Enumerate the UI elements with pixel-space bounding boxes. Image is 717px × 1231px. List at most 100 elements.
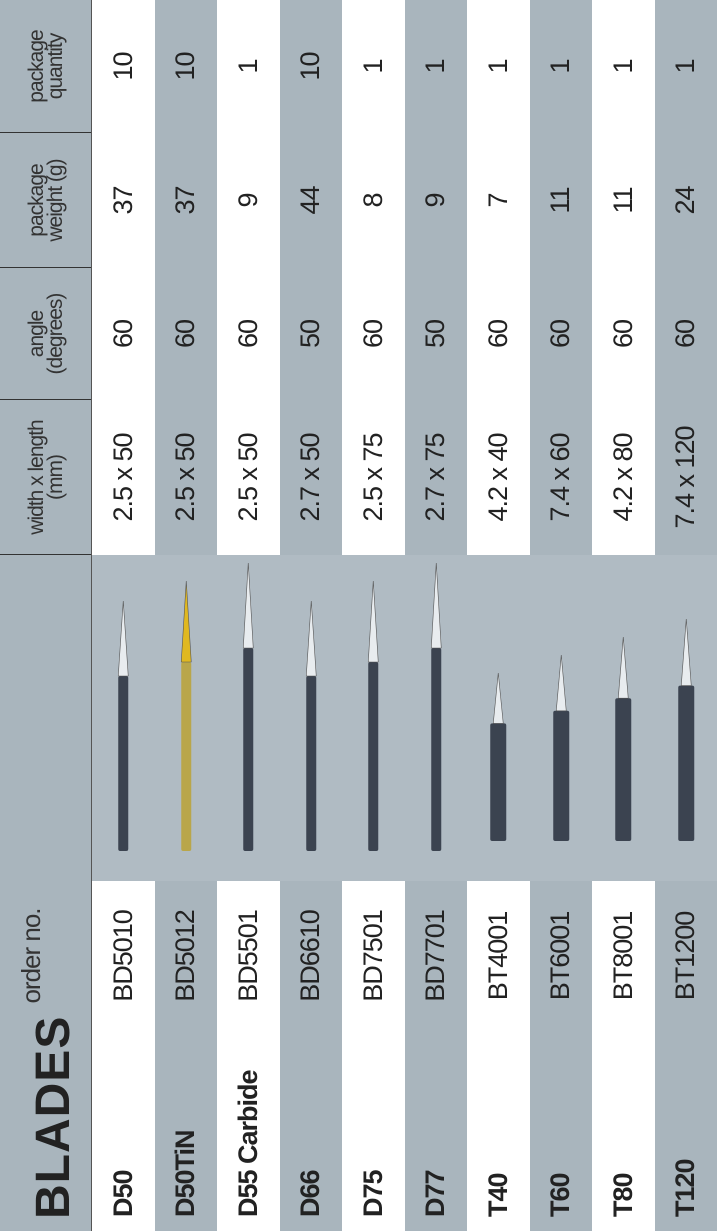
- table-cell: BT6001: [529, 881, 592, 1031]
- table-cell: BT4001: [467, 881, 530, 1031]
- table-cell: 1: [467, 0, 530, 133]
- blade-image: [279, 555, 342, 881]
- table-cell: 4.2 x 80: [592, 400, 655, 555]
- blade-part: [430, 562, 442, 649]
- blade-part: [118, 676, 129, 851]
- table-cell: 2.5 x 50: [92, 400, 155, 555]
- table-cell: 9: [217, 133, 280, 268]
- blade-image: [654, 555, 717, 881]
- blade-name: T60: [529, 1031, 592, 1231]
- table-cell: 44: [279, 133, 342, 268]
- blade-part: [367, 580, 379, 663]
- blade-part: [555, 654, 567, 712]
- table-cell: BD5010: [92, 881, 155, 1031]
- table-cell: BT1200: [654, 881, 717, 1031]
- blade-name: D55 Carbide: [217, 1031, 280, 1231]
- blade-image: [342, 555, 405, 881]
- column-header: angle (degrees): [0, 268, 92, 400]
- blade-part: [552, 710, 569, 841]
- table-cell: 4.2 x 40: [467, 400, 530, 555]
- table-cell: BD5012: [154, 881, 217, 1031]
- table-cell: BD7701: [404, 881, 467, 1031]
- header-line: (degrees): [44, 293, 67, 375]
- table-cell: 1: [342, 0, 405, 133]
- blade-image: [467, 555, 530, 881]
- divider: [0, 399, 92, 400]
- table-cell: 50: [404, 268, 467, 400]
- table-cell: 2.5 x 50: [154, 400, 217, 555]
- table-cell: 60: [342, 268, 405, 400]
- header-line: weight (g): [44, 159, 67, 242]
- table-cell: 60: [467, 268, 530, 400]
- table-cell: 9: [404, 133, 467, 268]
- table-cell: 60: [654, 268, 717, 400]
- column-header: order no.: [0, 881, 92, 1031]
- table-title: BLADES: [26, 1015, 80, 1219]
- divider: [0, 267, 92, 268]
- table-cell: 2.7 x 50: [279, 400, 342, 555]
- column-header: package weight (g): [0, 133, 92, 268]
- table-cell: 1: [654, 0, 717, 133]
- table-cell: 60: [92, 268, 155, 400]
- blade-image: [92, 555, 155, 881]
- blade-name: D77: [404, 1031, 467, 1231]
- table-cell: 1: [592, 0, 655, 133]
- blade-name: D66: [279, 1031, 342, 1231]
- table-cell: 50: [279, 268, 342, 400]
- table-cell: 7: [467, 133, 530, 268]
- table-cell: 60: [154, 268, 217, 400]
- blade-image: [217, 555, 280, 881]
- blade-part: [243, 648, 254, 851]
- blade-image: [529, 555, 592, 881]
- table-cell: 10: [154, 0, 217, 133]
- blade-part: [430, 648, 441, 851]
- table-cell: 10: [279, 0, 342, 133]
- table-cell: 60: [592, 268, 655, 400]
- column-header: width x length (mm): [0, 400, 92, 555]
- column-header: package quantity: [0, 0, 92, 133]
- blade-name: D75: [342, 1031, 405, 1231]
- table-cell: 1: [529, 0, 592, 133]
- blade-part: [117, 600, 129, 677]
- table-cell: 11: [529, 133, 592, 268]
- blade-image: [404, 555, 467, 881]
- blade-part: [180, 662, 191, 851]
- table-cell: 8: [342, 133, 405, 268]
- blade-part: [615, 698, 632, 841]
- blade-name: D50: [92, 1031, 155, 1231]
- table-cell: 2.7 x 75: [404, 400, 467, 555]
- header-line: quantity: [44, 33, 67, 100]
- table-cell: 60: [529, 268, 592, 400]
- blade-name: D50TiN: [154, 1031, 217, 1231]
- table-cell: 37: [92, 133, 155, 268]
- table-cell: BT8001: [592, 881, 655, 1031]
- header-line: order no.: [16, 908, 46, 1004]
- table-cell: BD5501: [217, 881, 280, 1031]
- blade-part: [242, 562, 254, 649]
- blade-part: [492, 672, 504, 724]
- table-cell: 37: [154, 133, 217, 268]
- table-cell: 11: [592, 133, 655, 268]
- blade-name: T40: [467, 1031, 530, 1231]
- header-line: (mm): [44, 455, 67, 500]
- blade-part: [677, 685, 694, 841]
- table-cell: 24: [654, 133, 717, 268]
- divider: [0, 132, 92, 133]
- blade-image: [592, 555, 655, 881]
- table-cell: BD6610: [279, 881, 342, 1031]
- table-cell: 1: [217, 0, 280, 133]
- blade-part: [180, 580, 192, 663]
- divider: [0, 554, 92, 555]
- table-cell: 1: [404, 0, 467, 133]
- table-cell: 2.5 x 50: [217, 400, 280, 555]
- blade-image: [154, 555, 217, 881]
- blade-part: [490, 723, 507, 841]
- table-cell: 7.4 x 120: [654, 400, 717, 555]
- table-cell: BD7501: [342, 881, 405, 1031]
- blade-part: [305, 676, 316, 851]
- blade-part: [617, 636, 629, 699]
- table-cell: 60: [217, 268, 280, 400]
- blade-part: [368, 662, 379, 851]
- table-cell: 2.5 x 75: [342, 400, 405, 555]
